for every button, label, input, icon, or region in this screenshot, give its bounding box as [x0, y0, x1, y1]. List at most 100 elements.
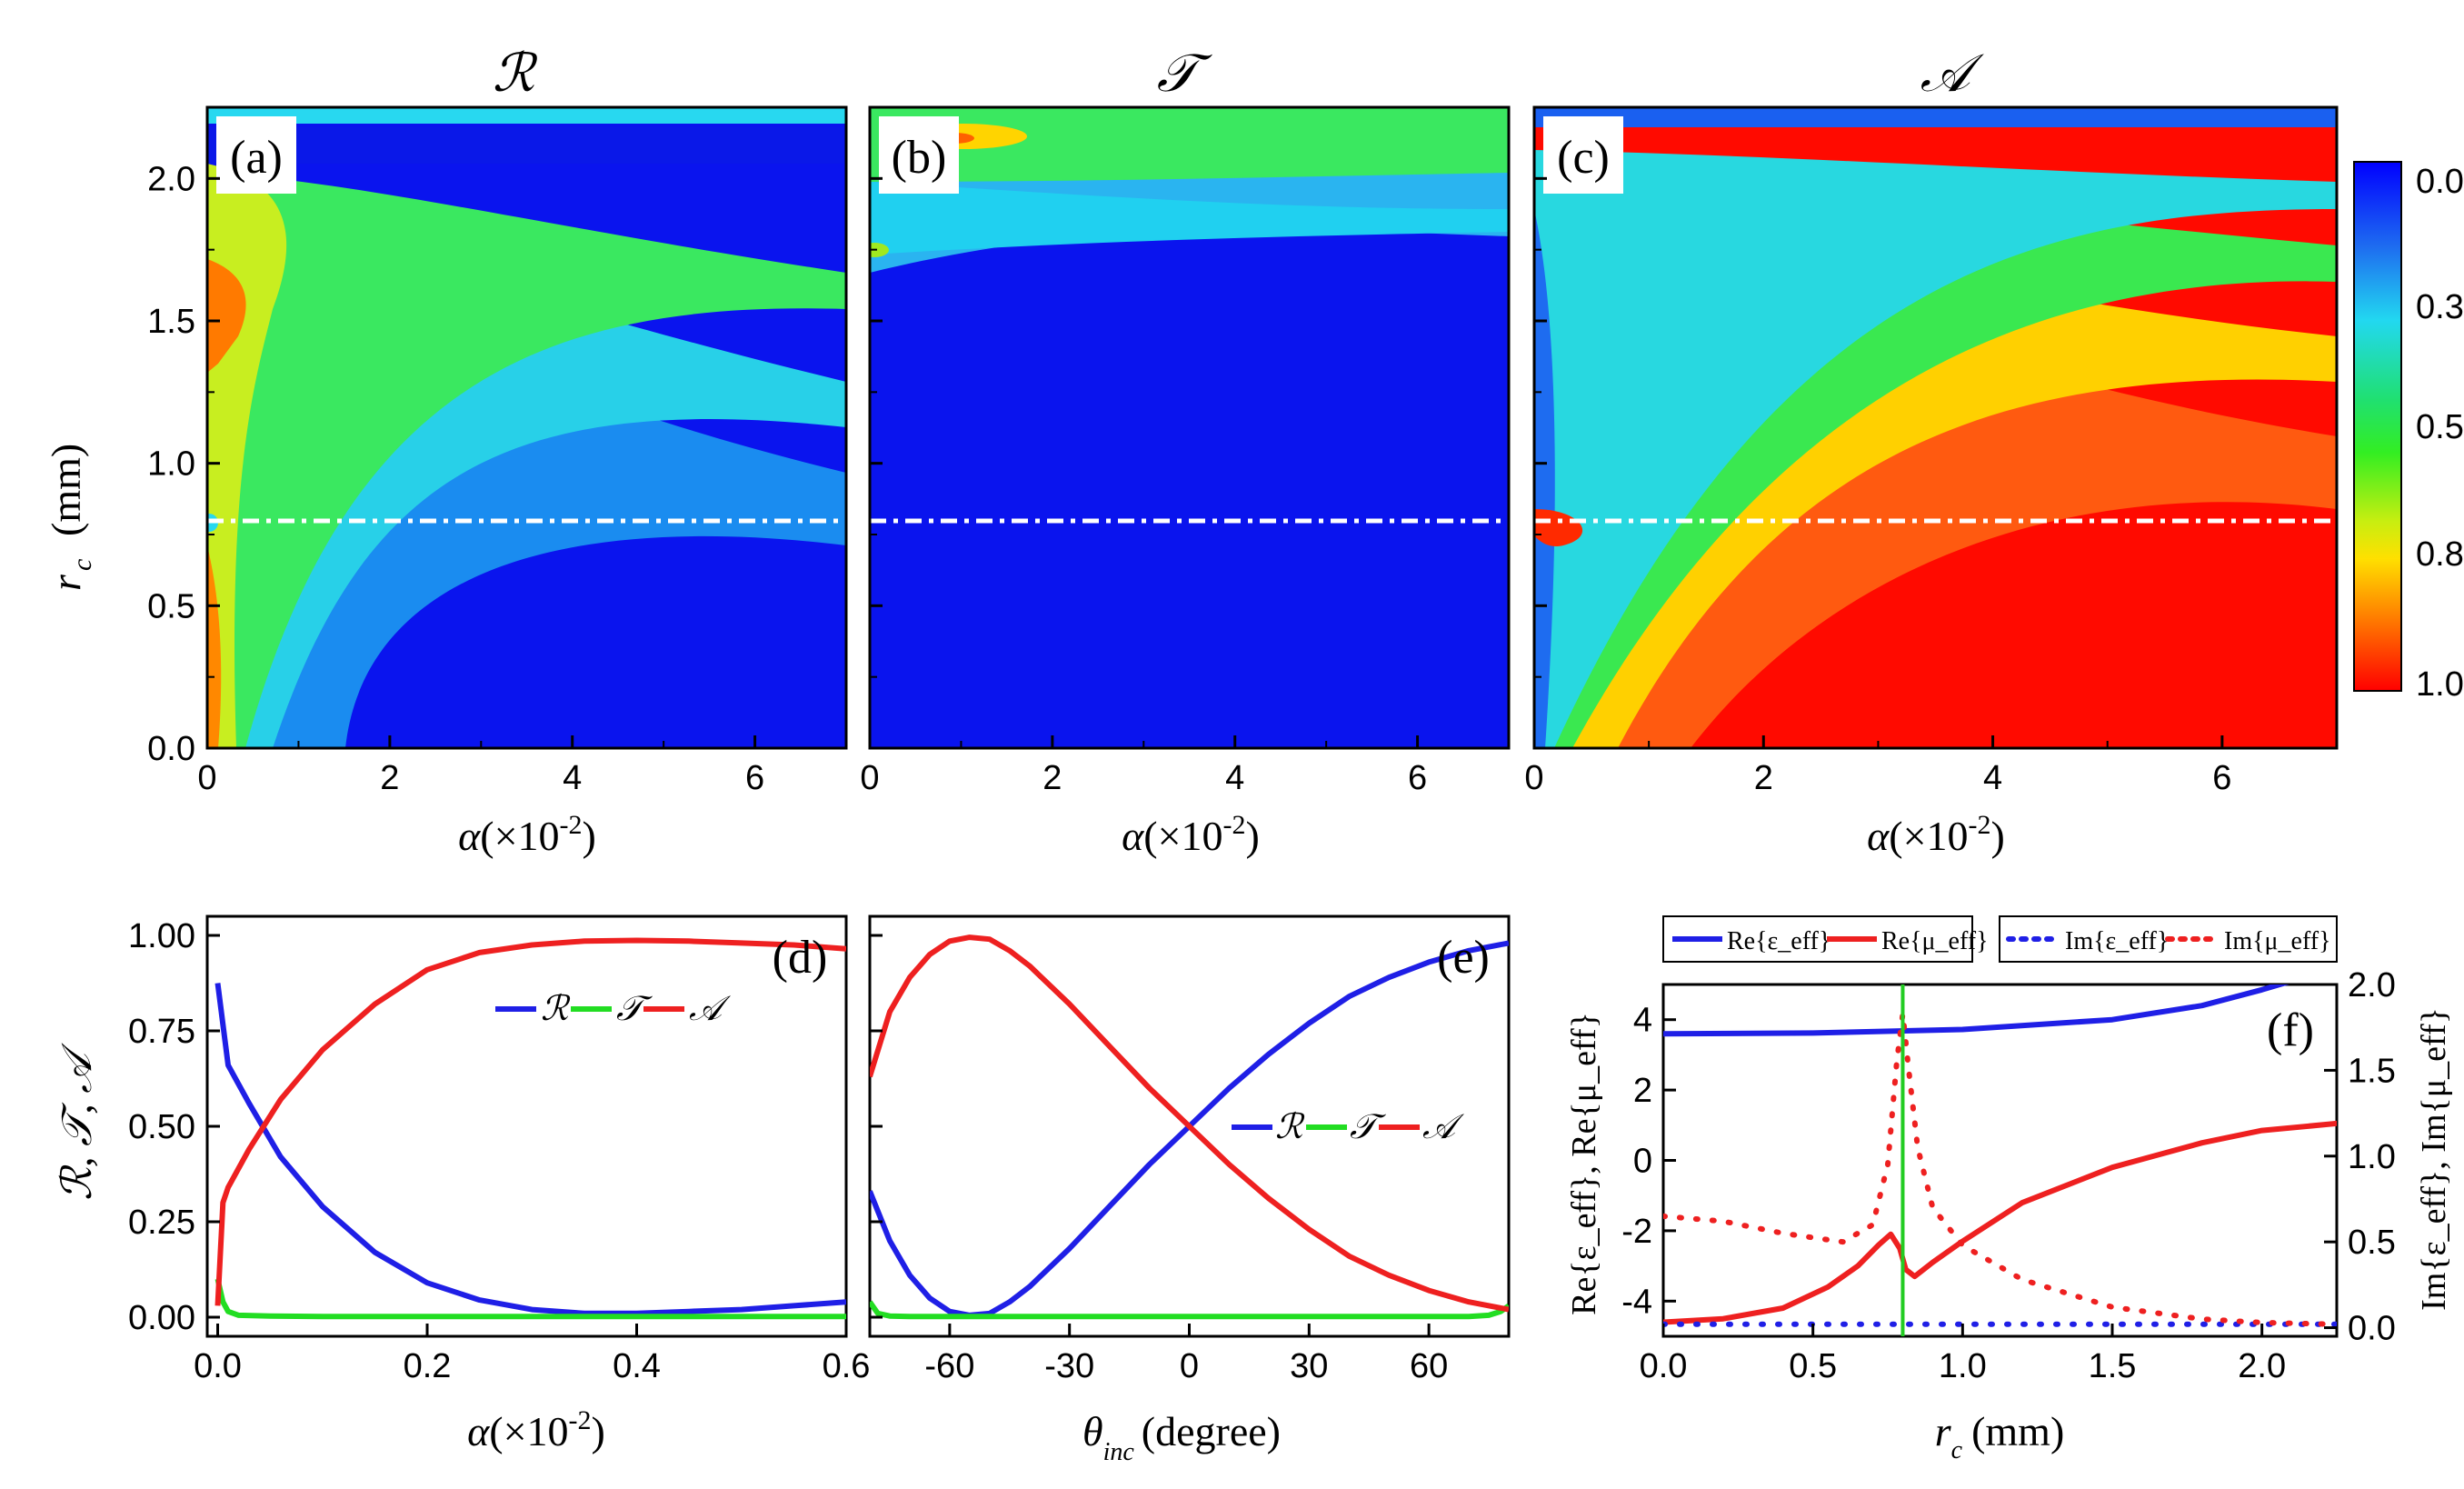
ytick-label-d-3: 0.75 — [128, 1013, 195, 1051]
frame-c — [1532, 105, 2339, 750]
heatmap-a-top-band — [207, 107, 846, 124]
plot-f — [1663, 984, 2337, 1336]
ytick-label-d-1: 0.25 — [128, 1204, 195, 1242]
frame-b — [868, 105, 1511, 750]
legend-f: Re{ε_eff} Re{μ_eff} Im{ε_eff} Im{μ_eff} — [1662, 915, 2338, 963]
xtick-label-b-1: 2 — [1042, 759, 1062, 797]
ylabel-d: ℛ, 𝒯, 𝒜 — [54, 1043, 100, 1201]
ytick-right-label-f-0: 0.0 — [2348, 1310, 2396, 1348]
xtick-label-c-1: 2 — [1754, 759, 1773, 797]
xlabel-b: α(×10-2) — [1122, 810, 1260, 859]
xtick-label-a-3: 6 — [745, 759, 764, 797]
panel-a — [207, 107, 846, 748]
colorbar-gradient — [2353, 161, 2402, 692]
legend-f-label-im-eps: Im{ε_eff} — [2065, 927, 2169, 955]
ylabel-a-unit: (mm) — [43, 444, 89, 536]
ytick-label-a-0: 0.0 — [147, 730, 195, 768]
xlabel-a-var: α — [458, 813, 481, 859]
top-row-ticks: 0 2 4 6 0 2 4 6 0 2 4 6 0.0 0.5 1.0 1.5 2.0 — [147, 106, 2231, 797]
colorbar-tick-1: 0.3 — [2416, 288, 2464, 326]
heatmap-c-red-pinch — [1534, 509, 1583, 547]
ytick-label-a-2: 1.0 — [147, 445, 195, 484]
legend-d-label-r: ℛ — [541, 990, 571, 1028]
legend-f-label-im-mu: Im{μ_eff} — [2224, 927, 2331, 955]
xlabel-b-unit: (×10 — [1143, 813, 1222, 859]
ytick-left-label-f-1: -2 — [1621, 1213, 1652, 1251]
ytick-left-label-f-0: -4 — [1621, 1283, 1652, 1321]
xlabel-f-sub: c — [1951, 1436, 1963, 1464]
series-f-1 — [1663, 1120, 2337, 1325]
xlabel-d: α(×10-2) — [467, 1405, 605, 1454]
frame-f — [1661, 983, 2339, 1338]
xlabel-e-unit: (degree) — [1142, 1408, 1281, 1454]
xlabel-f-var: r — [1935, 1408, 1952, 1454]
frame-a — [205, 105, 848, 750]
xlabel-c: α(×10-2) — [1867, 810, 2005, 859]
xlabel-b-close: ) — [1246, 813, 1260, 859]
ylabel-f-left: Re{ε_eff}, Re{μ_eff} — [1565, 1012, 1603, 1315]
series-e-0 — [870, 940, 1509, 1318]
xtick-label-c-2: 4 — [1983, 759, 2002, 797]
ytick-right-label-f-1: 0.5 — [2348, 1224, 2396, 1262]
heatmap-a-orange-band — [207, 259, 246, 373]
heatmap-c-teal-band — [1534, 150, 2337, 748]
xtick-label-f-4: 2.0 — [2238, 1347, 2286, 1385]
xtick-label-c-0: 0 — [1524, 759, 1543, 797]
panel-label-c: (c) — [1557, 132, 1610, 184]
xlabel-d-exp: -2 — [569, 1405, 592, 1435]
ytick-left-label-f-2: 0 — [1633, 1143, 1652, 1181]
xlabel-d-var: α — [467, 1408, 490, 1454]
label-box-c — [1543, 116, 1623, 194]
panel-label-e: (e) — [1437, 932, 1490, 984]
xtick-label-e-1: -30 — [1044, 1347, 1094, 1385]
series-f-3 — [1663, 1011, 2337, 1327]
ytick-right-label-f-3: 1.5 — [2348, 1052, 2396, 1090]
xtick-label-d-1: 0.2 — [404, 1347, 452, 1385]
svg-text:α(×10-2): α(×10-2) — [467, 1405, 605, 1454]
xtick-label-d-0: 0.0 — [194, 1347, 242, 1385]
xtick-label-e-4: 60 — [1410, 1347, 1448, 1385]
xtick-label-c-3: 6 — [2212, 759, 2231, 797]
legend-f-label-re-mu: Re{μ_eff} — [1881, 927, 1989, 955]
xtick-label-a-0: 0 — [197, 759, 216, 797]
colorbar: 0.0 0.3 0.5 0.8 1.0 — [2353, 161, 2464, 704]
xlabel-a-unit: (×10 — [480, 813, 559, 859]
ytick-label-d-2: 0.50 — [128, 1108, 195, 1146]
frame-d — [205, 914, 848, 1338]
title-transmittance: 𝒯 — [1157, 44, 1213, 103]
xlabel-c-exp: -2 — [1969, 810, 1991, 840]
heatmap-c-blue-edge — [1534, 209, 1555, 748]
colorbar-tick-3: 0.8 — [2416, 535, 2464, 574]
xlabel-d-unit: (×10 — [489, 1408, 568, 1454]
series-d-2 — [214, 937, 846, 1306]
xlabel-f: rc (mm) — [1935, 1408, 2065, 1464]
ytick-label-a-1: 0.5 — [147, 587, 195, 625]
title-reflectance: ℛ — [493, 44, 538, 103]
series-d-0 — [214, 983, 846, 1316]
xlabel-e-var: θ — [1082, 1408, 1103, 1454]
ytick-right-label-f-4: 2.0 — [2348, 966, 2396, 1004]
ylabel-f-right: Im{ε_eff}, Im{μ_eff} — [2415, 1007, 2453, 1311]
svg-text:rc(mm): rc (mm) — [1935, 1408, 2065, 1464]
xtick-label-a-1: 2 — [380, 759, 399, 797]
xtick-label-b-2: 4 — [1225, 759, 1244, 797]
ylabel-a-var: r — [43, 574, 89, 591]
ytick-right-label-f-2: 1.0 — [2348, 1138, 2396, 1176]
xtick-label-f-3: 1.5 — [2089, 1347, 2137, 1385]
panel-c — [1534, 107, 2337, 748]
xtick-label-e-3: 30 — [1290, 1347, 1328, 1385]
panel-label-f: (f) — [2267, 1004, 2314, 1056]
heatmap-b-top-green — [870, 107, 1509, 182]
ytick-label-d-0: 0.00 — [128, 1299, 195, 1337]
title-absorptance: 𝒜 — [1920, 44, 1985, 103]
series-f-0 — [1663, 984, 2289, 1037]
xlabel-e-sub: inc — [1103, 1438, 1135, 1466]
ytick-left-label-f-3: 2 — [1633, 1072, 1652, 1110]
xtick-label-e-0: -60 — [924, 1347, 974, 1385]
svg-text:α(×10-2): α(×10-2) — [458, 810, 596, 859]
series-e-2 — [870, 934, 1509, 1313]
heatmap-c-top-band — [1534, 107, 2337, 127]
xtick-label-d-2: 0.4 — [613, 1347, 661, 1385]
series-e-1 — [870, 1300, 1509, 1320]
